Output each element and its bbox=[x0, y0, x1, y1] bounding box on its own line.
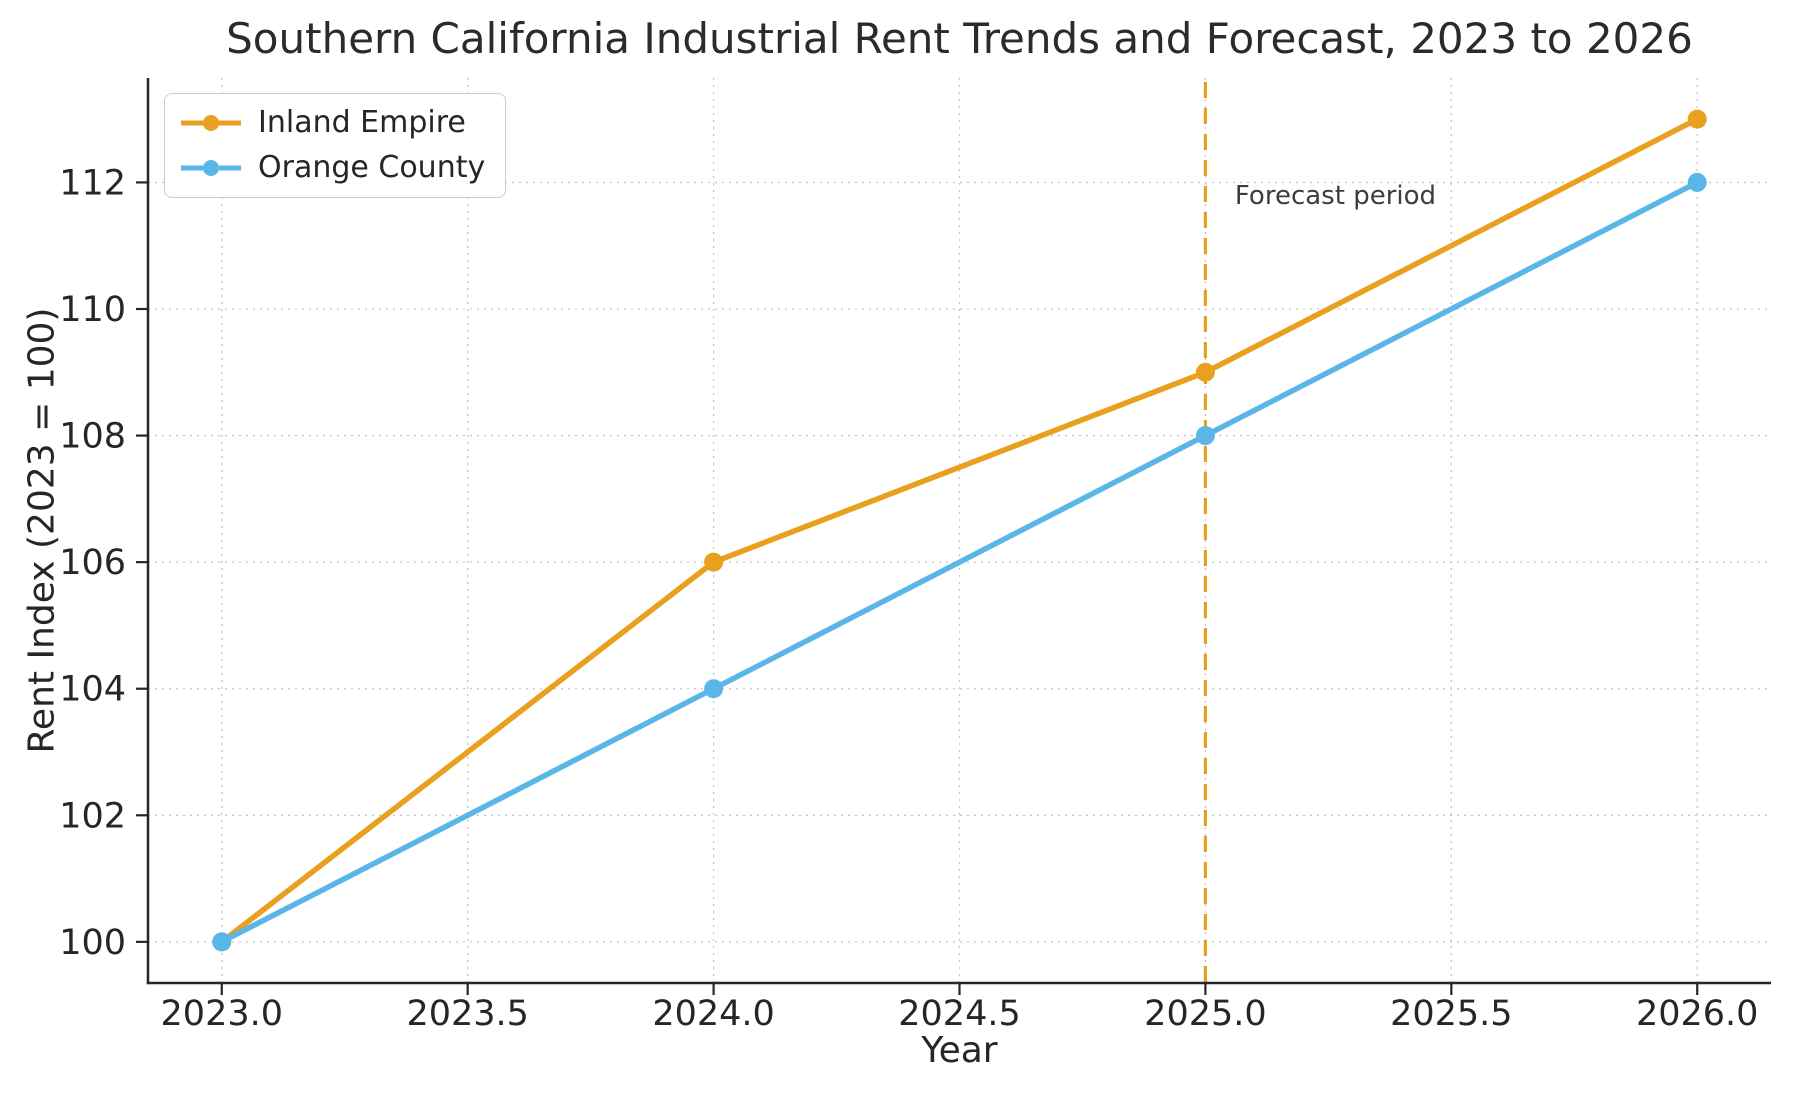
y-tick-label: 108 bbox=[59, 417, 126, 457]
data-point-orange-county-2024 bbox=[704, 679, 724, 699]
y-tick-label: 102 bbox=[59, 796, 126, 836]
data-point-orange-county-2025 bbox=[1195, 426, 1215, 446]
x-tick-label: 2024.5 bbox=[898, 994, 1020, 1034]
y-tick-label: 110 bbox=[59, 290, 126, 330]
data-point-inland-empire-2026 bbox=[1687, 109, 1707, 129]
legend-item-orange-county: Orange County bbox=[179, 149, 486, 186]
x-tick-label: 2023.0 bbox=[161, 994, 283, 1034]
legend-swatch-inland-empire bbox=[181, 115, 241, 132]
data-point-orange-county-2026 bbox=[1687, 172, 1707, 192]
legend-marker bbox=[203, 115, 219, 132]
series-line-orange-county bbox=[219, 179, 1700, 945]
y-tick-label: 104 bbox=[59, 670, 126, 710]
legend-item-inland-empire: Inland Empire bbox=[179, 105, 485, 141]
forecast-period-annotation: Forecast period bbox=[1234, 181, 1437, 212]
legend: Inland Empire Orange County bbox=[164, 93, 507, 198]
y-axis-label: Rent Index (2023 = 100) bbox=[21, 307, 63, 754]
x-tick-label: 2023.5 bbox=[406, 994, 528, 1034]
y-tick-label: 106 bbox=[59, 543, 126, 583]
data-point-inland-empire-2025 bbox=[1195, 362, 1215, 382]
x-tick-label: 2024.0 bbox=[652, 994, 774, 1034]
series-line-inland-empire bbox=[219, 116, 1700, 945]
x-tick-label: 2025.5 bbox=[1390, 994, 1512, 1034]
data-point-inland-empire-2024 bbox=[704, 552, 724, 572]
chart-title: Southern California Industrial Rent Tren… bbox=[226, 14, 1693, 63]
y-tick-label: 112 bbox=[59, 163, 126, 203]
x-axis-label: Year bbox=[921, 1030, 998, 1071]
data-point-orange-county-2023 bbox=[212, 932, 232, 952]
x-tick-label: 2025.0 bbox=[1144, 994, 1266, 1034]
y-tick-label: 100 bbox=[59, 923, 126, 963]
legend-swatch-orange-county bbox=[181, 159, 241, 176]
x-tick-label: 2026.0 bbox=[1636, 994, 1758, 1034]
legend-marker bbox=[203, 159, 219, 176]
legend-label-inland-empire: Inland Empire bbox=[258, 105, 466, 140]
legend-label-orange-county: Orange County bbox=[258, 149, 486, 185]
